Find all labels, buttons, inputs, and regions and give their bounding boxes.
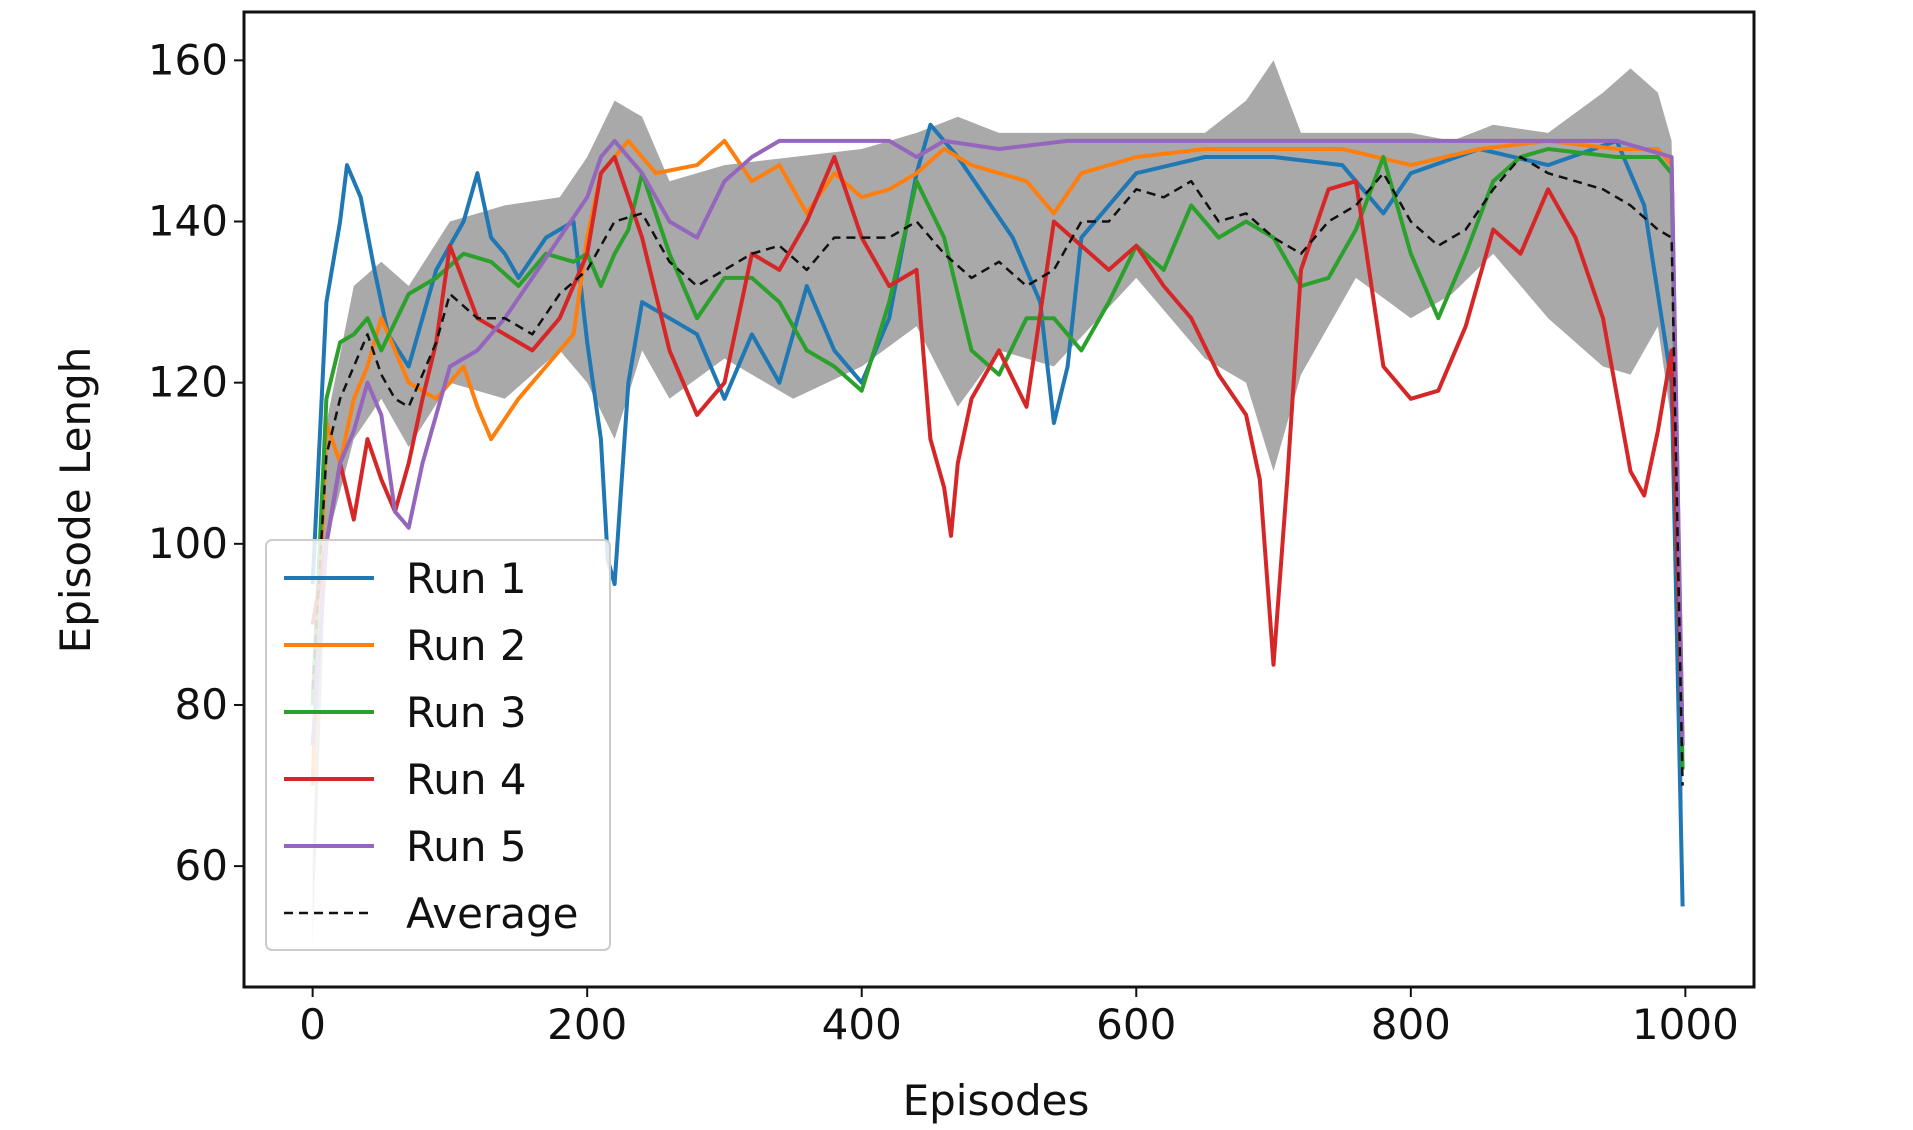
x-tick-label: 600 <box>1096 1000 1176 1049</box>
series-line-average <box>311 155 1684 786</box>
series-line-run-4 <box>310 155 1685 746</box>
legend-label: Run 2 <box>406 621 527 670</box>
x-tick-label: 800 <box>1371 1000 1451 1049</box>
legend-label: Run 4 <box>406 755 527 804</box>
legend-label: Run 5 <box>406 822 527 871</box>
y-tick-label: 160 <box>148 35 228 84</box>
axes-frame <box>242 10 1756 989</box>
x-tick-label: 0 <box>299 1000 326 1049</box>
legend-label: Run 3 <box>406 688 527 737</box>
legend-label: Run 1 <box>406 554 527 603</box>
y-tick-label: 80 <box>175 680 228 729</box>
x-tick-label: 400 <box>822 1000 902 1049</box>
legend: Run 1 Run 2 Run 3 Run 4 Run 5 Average <box>265 539 611 951</box>
y-tick-label: 60 <box>175 841 228 890</box>
x-axis-label: Episodes <box>903 1076 1090 1125</box>
plot-area <box>310 60 1685 947</box>
series-line-run-5 <box>310 138 1685 746</box>
min-max-band <box>312 60 1683 947</box>
y-axis-label: Episode Lengh <box>51 347 100 654</box>
y-tick-label: 100 <box>148 519 228 568</box>
axis-ticks: 0 200 400 600 800 1000 60 80 100 120 140 160 <box>148 35 1739 1049</box>
legend-label: Average <box>406 889 578 938</box>
series-line-run-3 <box>310 147 1685 770</box>
x-tick-label: 1000 <box>1632 1000 1739 1049</box>
y-tick-label: 140 <box>148 197 228 246</box>
x-tick-label: 200 <box>547 1000 627 1049</box>
y-tick-label: 120 <box>148 358 228 407</box>
